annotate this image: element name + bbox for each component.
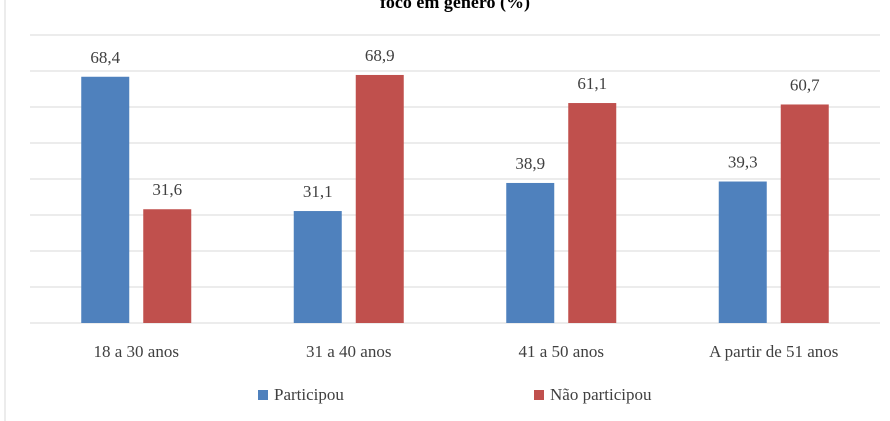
bars [81, 74, 829, 324]
category-label: 41 a 50 anos [519, 342, 604, 361]
bar-participou [718, 181, 767, 323]
data-label: 31,1 [303, 182, 333, 201]
data-label: 60,7 [790, 75, 820, 94]
data-label: 31,6 [152, 180, 182, 199]
category-label: A partir de 51 anos [709, 342, 838, 361]
bar-nao-participou [355, 74, 404, 324]
legend-label: Participou [274, 385, 344, 404]
data-label: 68,9 [365, 46, 395, 65]
bar-nao-participou [780, 104, 829, 323]
chart-title: foco em gênero (%) [380, 0, 530, 13]
bar-participou [81, 76, 130, 323]
category-label: 18 a 30 anos [94, 342, 179, 361]
legend-swatch [534, 390, 544, 400]
bar-participou [293, 211, 342, 323]
bar-nao-participou [568, 103, 617, 323]
category-label: 31 a 40 anos [306, 342, 391, 361]
data-label: 38,9 [515, 154, 545, 173]
bar-nao-participou [143, 209, 192, 323]
legend-label: Não participou [550, 385, 652, 404]
data-label: 68,4 [90, 48, 120, 67]
legend: Participou Não participou [258, 385, 652, 404]
bar-participou [506, 182, 555, 323]
data-label: 39,3 [728, 153, 758, 172]
data-label: 61,1 [577, 74, 607, 93]
data-labels: 68,4 31,6 31,1 68,9 38,9 61,1 39,3 60,7 [90, 46, 820, 201]
category-labels: 18 a 30 anos 31 a 40 anos 41 a 50 anos A pa… [94, 342, 839, 361]
legend-swatch [258, 390, 268, 400]
